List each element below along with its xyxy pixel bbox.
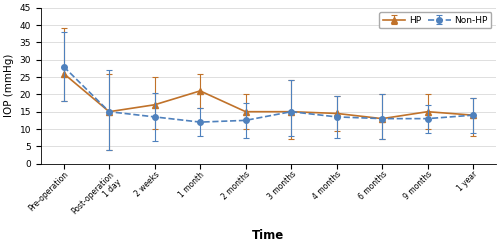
X-axis label: Time: Time [252,229,284,242]
Legend: HP, Non-HP: HP, Non-HP [379,12,492,28]
Y-axis label: IOP (mmHg): IOP (mmHg) [4,54,14,117]
